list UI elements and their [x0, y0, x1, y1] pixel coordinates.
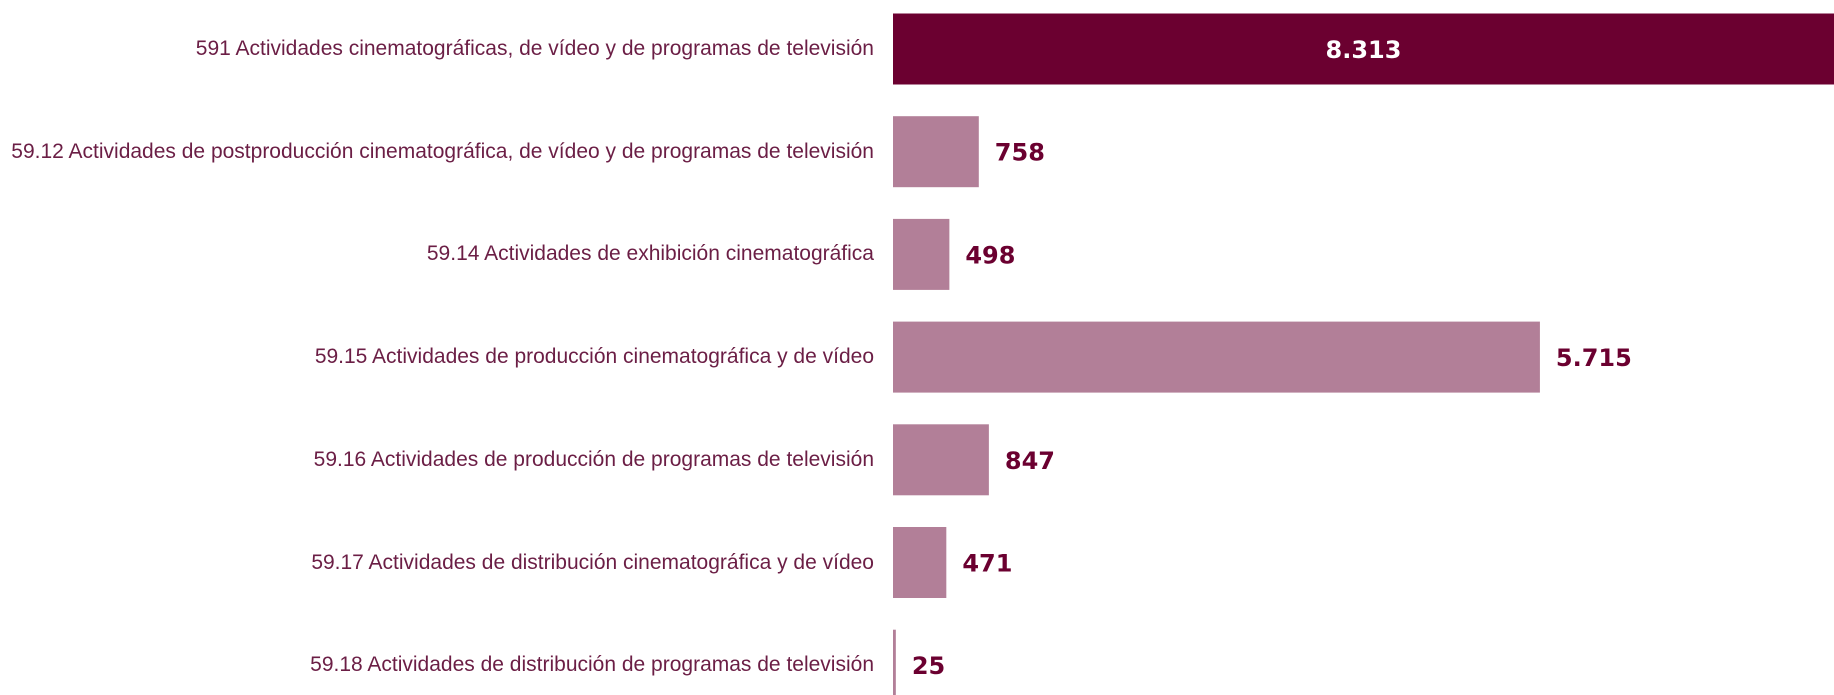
value-label: 25	[912, 652, 945, 680]
value-label: 471	[962, 550, 1012, 578]
category-label: 59.16 Actividades de producción de progr…	[313, 447, 874, 471]
bar	[893, 13, 1834, 85]
bar	[893, 629, 896, 695]
category-label: 59.12 Actividades de postproducción cine…	[11, 139, 874, 163]
value-label: 8.313	[1326, 36, 1402, 64]
value-label: 847	[1005, 447, 1055, 475]
value-label: 5.715	[1556, 344, 1632, 372]
bar	[893, 527, 947, 598]
category-label: 591 Actividades cinematográficas, de víd…	[195, 37, 874, 60]
bar	[893, 424, 989, 496]
category-label: 59.17 Actividades de distribución cinema…	[311, 550, 874, 574]
bar	[893, 321, 1540, 393]
category-label: 59.15 Actividades de producción cinemato…	[314, 345, 874, 369]
category-label: 59.18 Actividades de distribución de pro…	[310, 653, 874, 677]
value-label: 498	[965, 241, 1015, 269]
bar	[893, 218, 950, 290]
category-label: 59.14 Actividades de exhibición cinemato…	[426, 242, 874, 266]
value-label: 758	[995, 139, 1045, 167]
bar	[893, 116, 979, 188]
